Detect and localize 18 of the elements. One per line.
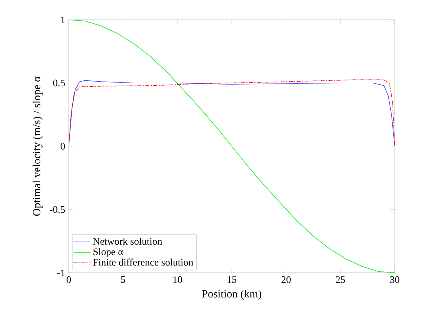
x-tick-label: 20	[282, 276, 291, 284]
y-tick-label: 0	[60, 143, 66, 150]
legend-label: Network solution	[93, 238, 162, 245]
x-tick-label: 10	[174, 276, 182, 284]
y-tick-label: -0.5	[50, 206, 66, 214]
y-axis-title: Optimal velocity (m/s) / slope α	[32, 76, 43, 216]
x-tick-label: 30	[390, 276, 400, 284]
y-tick-label: 1	[61, 16, 65, 24]
x-tick-label: 15	[228, 276, 237, 284]
x-axis-title: Position (km)	[202, 290, 262, 300]
y-tick-label: 0.5	[53, 80, 66, 87]
legend-label: Slope α	[94, 248, 124, 258]
x-tick-label: 25	[336, 276, 346, 284]
y-tick-label: -1	[58, 270, 65, 276]
legend-label: Finite difference solution	[93, 258, 194, 266]
x-tick-label: 0	[66, 276, 72, 284]
line-series	[69, 20, 395, 273]
x-tick-label: 5	[121, 276, 126, 284]
